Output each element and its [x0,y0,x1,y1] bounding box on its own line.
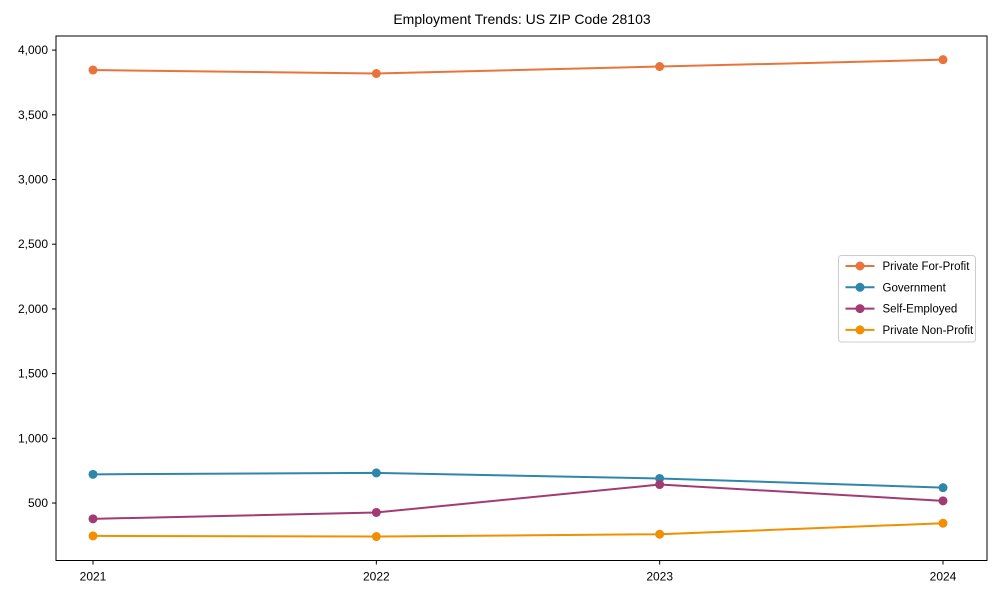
legend-item-label: Government [883,282,947,294]
x-tick-label: 2024 [930,570,957,584]
y-tick-label: 1,000 [18,431,48,445]
legend-box [838,255,976,343]
y-tick-label: 2,000 [18,302,48,316]
data-point-self-employed [655,480,665,490]
chart-title: Employment Trends: US ZIP Code 28103 [393,11,651,27]
legend-item-label: Private Non-Profit [883,325,975,337]
series-line-private-for-profit [92,58,944,75]
data-point-self-employed [88,514,98,524]
data-point-government [371,468,381,478]
y-tick-label: 4,000 [18,43,48,57]
data-point-self-employed [938,496,948,506]
y-tick-label: 3,000 [18,173,48,187]
data-point-private-for-profit [371,69,381,79]
plot-area: 500 1,000 1,500 2,000 2,500 3,000 3,500 4,000 20… [18,35,988,584]
series-line-private-non-profit [92,522,944,538]
chart-legend: Private For-Profit Government Self-Employe… [838,255,976,343]
legend-marker-icon [855,261,865,271]
legend-marker-icon [855,325,865,335]
legend-item-private-non-profit: Private Non-Profit [845,325,975,337]
data-point-private-non-profit [938,518,948,528]
data-point-private-non-profit [371,532,381,542]
series-line-self-employed [92,483,944,520]
legend-marker-icon [855,304,865,314]
x-tick-label: 2022 [363,570,390,584]
data-point-private-for-profit [938,55,948,65]
series-line-government [92,471,944,489]
data-point-private-for-profit [88,65,98,75]
y-tick-label: 2,500 [18,237,48,251]
legend-item-private-for-profit: Private For-Profit [845,261,971,273]
data-point-self-employed [371,507,381,517]
data-point-government [88,469,98,479]
legend-item-label: Private For-Profit [883,261,971,273]
y-tick-label: 1,500 [18,367,48,381]
y-tick-label: 3,500 [18,108,48,122]
y-tick-label: 500 [28,496,48,510]
data-point-private-non-profit [88,531,98,541]
legend-item-self-employed: Self-Employed [845,304,958,316]
data-point-private-non-profit [655,529,665,539]
legend-item-government: Government [845,282,947,294]
data-point-private-for-profit [655,62,665,72]
x-tick-label: 2021 [80,570,107,584]
legend-item-label: Self-Employed [883,304,958,316]
data-point-government [938,483,948,493]
legend-marker-icon [855,282,865,292]
x-tick-label: 2023 [646,570,673,584]
